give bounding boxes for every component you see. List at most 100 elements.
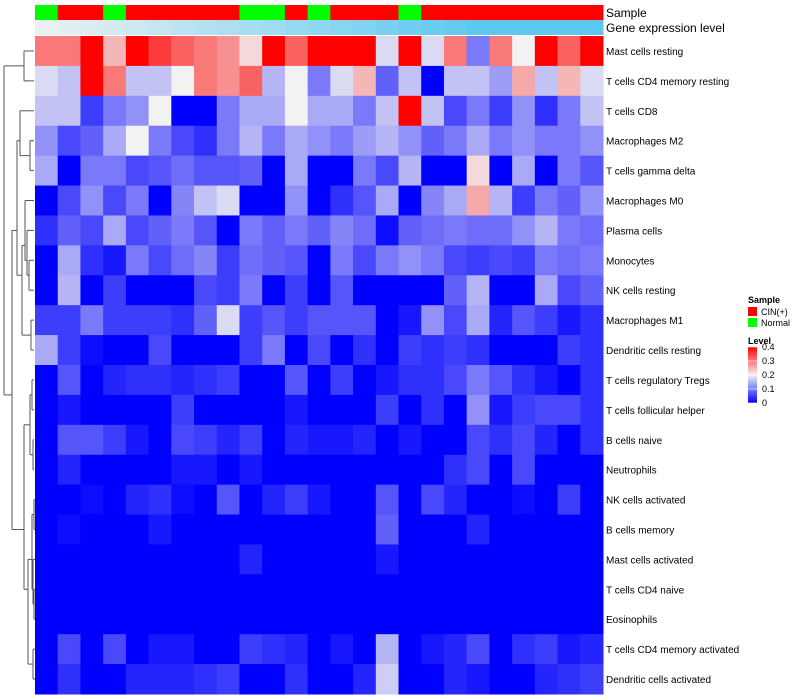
sample-annotation-cell [171,5,195,20]
heatmap-cell [512,185,536,216]
heatmap-cell [284,305,309,336]
heatmap-cell [489,484,513,516]
expression-annotation-cell [375,20,400,35]
heatmap-cell [330,215,354,246]
heatmap-cell [80,185,104,216]
heatmap-cell [353,544,377,575]
heatmap-cell [35,604,59,635]
expression-annotation-cell [353,20,377,35]
heatmap-cell [171,544,195,575]
heatmap-cell [125,574,150,605]
heatmap-cell [125,514,150,545]
heatmap-cell [557,454,581,486]
sample-annotation-cell [216,5,240,20]
expression-annotation-track [35,20,604,35]
heatmap-cell [557,215,581,246]
heatmap-cell [353,365,377,396]
heatmap-cell [216,185,240,216]
legend-swatch-normal [748,318,757,327]
heatmap-cell [194,454,218,486]
heatmap-cell [262,514,286,545]
expression-annotation-cell [489,20,513,35]
heatmap-cell [421,95,445,127]
heatmap-cell [534,275,559,306]
heatmap-cell [534,514,559,545]
heatmap-cell [194,664,218,695]
heatmap-cell [421,604,445,635]
heatmap-cell [103,275,127,306]
heatmap-cell [148,245,172,276]
heatmap-cell [194,65,218,97]
heatmap-cell [103,634,127,665]
heatmap-cell [171,514,195,545]
heatmap-cell [35,394,59,426]
heatmap-cell [443,36,468,67]
heatmap-cell [421,424,445,456]
heatmap-cell [262,36,286,67]
heatmap-cell [57,664,81,695]
heatmap-cell [171,365,195,396]
heatmap-cell [557,484,581,516]
heatmap-cell [148,185,172,216]
heatmap-cell [489,365,513,396]
heatmap-cell [398,484,422,516]
heatmap-cell [307,155,331,187]
heatmap-cell [489,454,513,486]
heatmap-cell [216,604,240,635]
heatmap-cell [489,305,513,336]
heatmap-cell [148,335,172,366]
heatmap-cell [194,36,218,67]
heatmap-cell [284,365,309,396]
heatmap-cell [557,574,581,605]
heatmap-cell [194,155,218,187]
heatmap-cell [171,95,195,127]
heatmap-cell [580,185,604,216]
heatmap-cell [216,65,240,97]
heatmap-cell [103,36,127,67]
heatmap-cell [125,394,150,426]
heatmap-cell [580,634,604,665]
heatmap-cell [512,514,536,545]
heatmap-cell [307,604,331,635]
heatmap-cell [171,454,195,486]
heatmap-cell [512,574,536,605]
heatmap-cell [239,185,263,216]
heatmap-cell [512,664,536,695]
heatmap-cell [35,335,59,366]
heatmap-cell [580,394,604,426]
heatmap-cell [57,574,81,605]
heatmap-cell [534,365,559,396]
heatmap-cell [57,36,81,67]
heatmap-cell [580,574,604,605]
heatmap-cell [307,185,331,216]
heatmap-cell [398,185,422,216]
heatmap-cell [580,245,604,276]
heatmap-cell [239,305,263,336]
heatmap-cell [375,574,400,605]
heatmap-cell [148,36,172,67]
heatmap-cell [125,305,150,336]
row-label: T cells CD4 memory resting [606,77,729,88]
heatmap-cell [57,215,81,246]
sample-annotation-cell [421,5,445,20]
heatmap-cell [284,544,309,575]
heatmap-cell [148,514,172,545]
heatmap-cell [216,394,240,426]
heatmap-cell [80,36,104,67]
heatmap-cell [330,305,354,336]
heatmap-cell [57,65,81,97]
row-dendrogram [3,50,35,680]
heatmap-cell [421,36,445,67]
sample-annotation-cell [262,5,286,20]
heatmap-cell [353,484,377,516]
heatmap-cell [57,514,81,545]
heatmap-cell [375,275,400,306]
heatmap-cell [375,305,400,336]
heatmap-cell [239,544,263,575]
heatmap-cell [330,574,354,605]
heatmap-cell [443,604,468,635]
heatmap-cell [216,155,240,187]
heatmap-cell [534,634,559,665]
heatmap-cell [557,664,581,695]
heatmap-cell [512,36,536,67]
